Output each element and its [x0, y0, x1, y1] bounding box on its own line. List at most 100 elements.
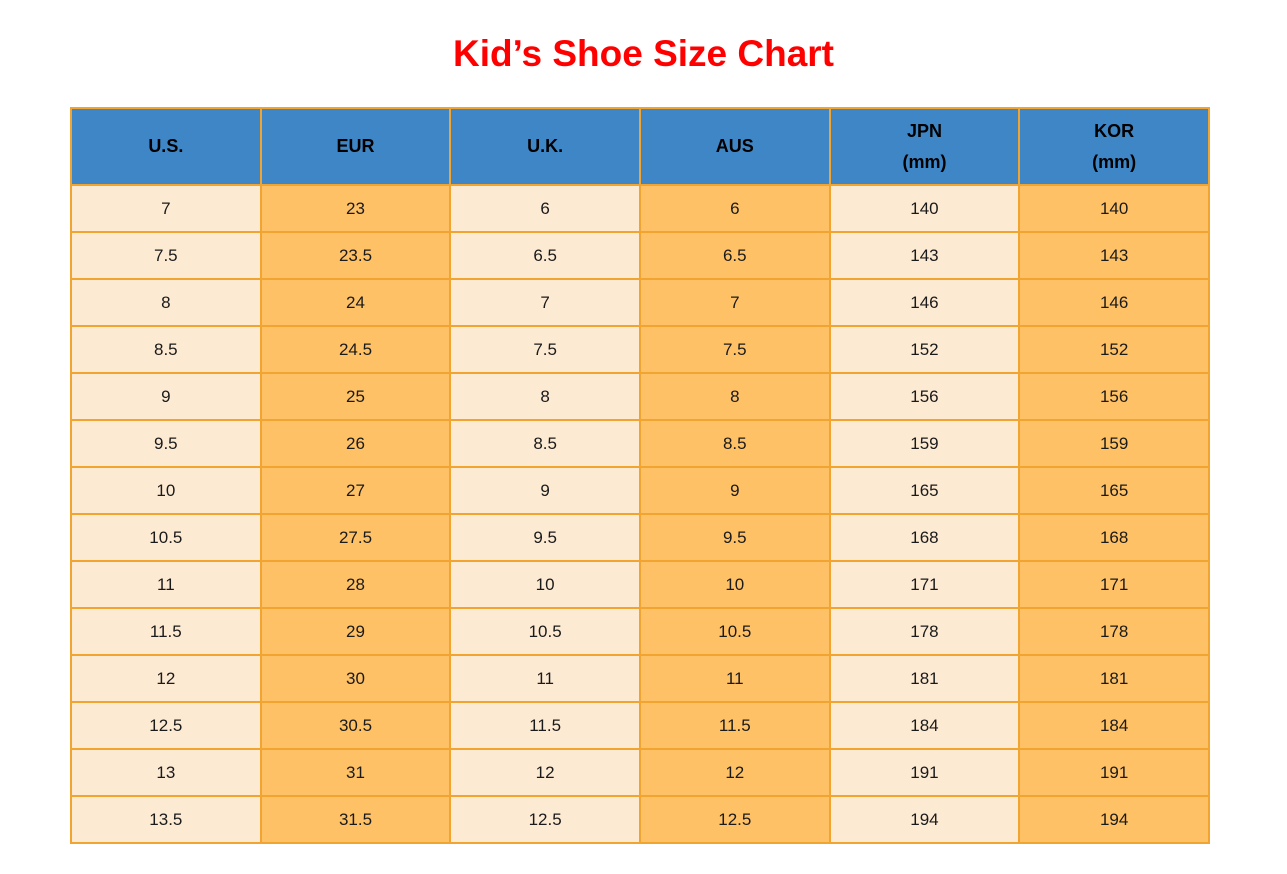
- table-cell: 24.5: [259, 325, 452, 374]
- table-cell: 168: [1018, 513, 1210, 562]
- table-cell: 11.5: [638, 701, 831, 750]
- page-title: Kid’s Shoe Size Chart: [452, 33, 835, 74]
- table-cell: 13: [70, 748, 262, 797]
- table-cell: 171: [828, 560, 1021, 609]
- table-row: 7.5 23.5 6.5 6.5 143 143: [70, 231, 1210, 280]
- table-cell: 191: [1018, 748, 1210, 797]
- table-cell: 184: [1018, 701, 1210, 750]
- table-cell: 159: [1018, 419, 1210, 468]
- table-cell: 10.5: [638, 607, 831, 656]
- table-cell: 8: [70, 278, 262, 327]
- table-cell: 10.5: [70, 513, 262, 562]
- table-cell: 9: [449, 466, 641, 515]
- table-row: 10 27 9 9 165 165: [70, 466, 1210, 515]
- table-cell: 10: [449, 560, 641, 609]
- header-cell-jpn: JPN (mm): [828, 107, 1021, 186]
- table-cell: 23.5: [259, 231, 452, 280]
- table-cell: 181: [828, 654, 1021, 703]
- table-cell: 24: [259, 278, 452, 327]
- table-row: 8 24 7 7 146 146: [70, 278, 1210, 327]
- table-cell: 7.5: [638, 325, 831, 374]
- table-cell: 191: [828, 748, 1021, 797]
- table-cell: 12: [70, 654, 262, 703]
- table-cell: 140: [1018, 184, 1210, 233]
- table-cell: 8: [638, 372, 831, 421]
- table-cell: 168: [828, 513, 1021, 562]
- table-cell: 7: [449, 278, 641, 327]
- table-cell: 30.5: [259, 701, 452, 750]
- header-cell-kor: KOR (mm): [1018, 107, 1210, 186]
- table-row: 13.5 31.5 12.5 12.5 194 194: [70, 795, 1210, 844]
- table-cell: 181: [1018, 654, 1210, 703]
- header-sublabel: (mm): [1092, 151, 1137, 172]
- table-cell: 9.5: [638, 513, 831, 562]
- header-label: AUS: [715, 136, 754, 157]
- header-label: U.S.: [148, 136, 184, 157]
- table-cell: 8.5: [449, 419, 641, 468]
- table-row: 10.5 27.5 9.5 9.5 168 168: [70, 513, 1210, 562]
- shoe-size-table: U.S. EUR U.K. AUS JPN (mm) KOR (mm) 7 23 6 6 140 140…: [70, 107, 1210, 844]
- table-cell: 9: [638, 466, 831, 515]
- header-cell-eur: EUR: [259, 107, 452, 186]
- table-cell: 27.5: [259, 513, 452, 562]
- table-cell: 8.5: [70, 325, 262, 374]
- table-cell: 165: [828, 466, 1021, 515]
- table-cell: 152: [828, 325, 1021, 374]
- table-cell: 11.5: [449, 701, 641, 750]
- table-cell: 9.5: [70, 419, 262, 468]
- table-body: 7 23 6 6 140 140 7.5 23.5 6.5 6.5 143 143 8 24 7 7 146 14…: [70, 184, 1210, 844]
- header-label: U.K.: [527, 136, 564, 157]
- table-cell: 30: [259, 654, 452, 703]
- table-row: 13 31 12 12 191 191: [70, 748, 1210, 797]
- table-cell: 6.5: [638, 231, 831, 280]
- table-cell: 146: [828, 278, 1021, 327]
- table-row: 11 28 10 10 171 171: [70, 560, 1210, 609]
- table-cell: 194: [1018, 795, 1210, 844]
- table-cell: 25: [259, 372, 452, 421]
- table-cell: 12: [638, 748, 831, 797]
- table-header: U.S. EUR U.K. AUS JPN (mm) KOR (mm): [70, 107, 1210, 186]
- table-cell: 6: [638, 184, 831, 233]
- header-label: JPN: [906, 120, 942, 141]
- table-cell: 29: [259, 607, 452, 656]
- table-cell: 7.5: [70, 231, 262, 280]
- header-sublabel: (mm): [902, 151, 947, 172]
- table-cell: 146: [1018, 278, 1210, 327]
- table-cell: 11: [638, 654, 831, 703]
- header-cell-uk: U.K.: [449, 107, 641, 186]
- table-cell: 10.5: [449, 607, 641, 656]
- table-row: 9.5 26 8.5 8.5 159 159: [70, 419, 1210, 468]
- table-cell: 178: [828, 607, 1021, 656]
- table-cell: 7.5: [449, 325, 641, 374]
- table-row: 12 30 11 11 181 181: [70, 654, 1210, 703]
- table-cell: 10: [638, 560, 831, 609]
- table-cell: 13.5: [70, 795, 262, 844]
- table-cell: 7: [638, 278, 831, 327]
- table-row: 12.5 30.5 11.5 11.5 184 184: [70, 701, 1210, 750]
- table-cell: 23: [259, 184, 452, 233]
- table-cell: 6.5: [449, 231, 641, 280]
- table-cell: 171: [1018, 560, 1210, 609]
- table-cell: 12.5: [70, 701, 262, 750]
- table-cell: 140: [828, 184, 1021, 233]
- table-cell: 143: [828, 231, 1021, 280]
- table-cell: 12: [449, 748, 641, 797]
- header-label: KOR: [1094, 120, 1135, 141]
- table-cell: 8.5: [638, 419, 831, 468]
- table-cell: 194: [828, 795, 1021, 844]
- table-cell: 9: [70, 372, 262, 421]
- table-row: 8.5 24.5 7.5 7.5 152 152: [70, 325, 1210, 374]
- table-cell: 27: [259, 466, 452, 515]
- header-label: EUR: [336, 136, 375, 157]
- table-cell: 26: [259, 419, 452, 468]
- table-cell: 143: [1018, 231, 1210, 280]
- header-row: U.S. EUR U.K. AUS JPN (mm) KOR (mm): [70, 107, 1210, 186]
- table-cell: 9.5: [449, 513, 641, 562]
- table-cell: 11: [449, 654, 641, 703]
- table-cell: 12.5: [638, 795, 831, 844]
- table-cell: 156: [828, 372, 1021, 421]
- header-cell-aus: AUS: [638, 107, 831, 186]
- table-cell: 31: [259, 748, 452, 797]
- table-cell: 152: [1018, 325, 1210, 374]
